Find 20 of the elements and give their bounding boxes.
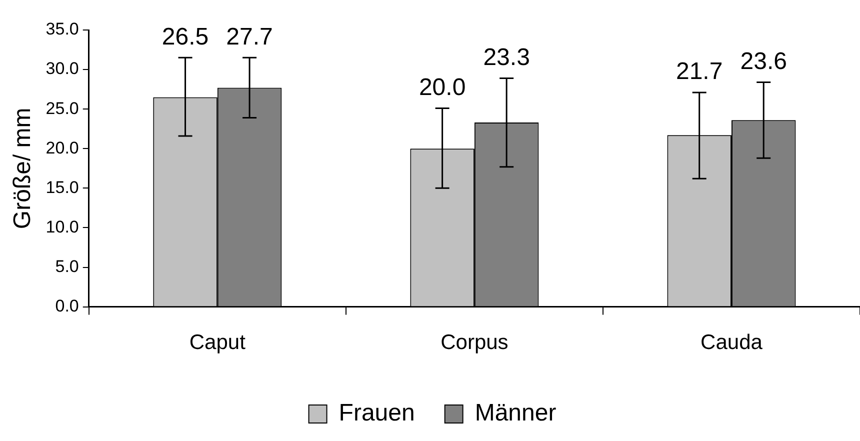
legend-label: Frauen [338, 400, 415, 427]
y-tick-label: 30.0 [46, 59, 79, 78]
data-label: 27.7 [226, 23, 273, 50]
data-label: 21.7 [676, 58, 723, 86]
y-tick-label: 5.0 [55, 256, 79, 276]
x-tick-label: Caput [189, 331, 246, 354]
x-tick-label: Cauda [700, 331, 763, 354]
y-tick-label: 25.0 [46, 98, 79, 118]
y-tick-label: 35.0 [46, 20, 79, 39]
legend-label: Männer [474, 400, 556, 427]
y-axis-title: Größe/ mm [9, 108, 36, 230]
y-tick-label: 20.0 [46, 138, 79, 158]
data-label: 20.0 [418, 74, 466, 101]
data-label: 23.3 [483, 44, 530, 71]
x-tick-label: Corpus [440, 331, 508, 354]
data-label: 26.5 [162, 23, 209, 50]
y-tick-label: 10.0 [46, 217, 79, 236]
data-label: 23.6 [740, 48, 787, 75]
y-tick-label: 15.0 [46, 178, 79, 197]
y-tick-label: 0.0 [55, 296, 79, 316]
